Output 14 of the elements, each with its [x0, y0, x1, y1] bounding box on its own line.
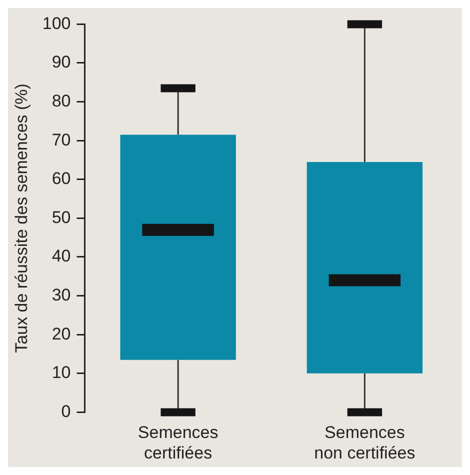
y-tick-label: 30 — [52, 285, 71, 304]
x-tick-label: Semences non certifiées — [314, 423, 416, 462]
y-tick-label: 40 — [52, 246, 71, 266]
y-tick-label: 10 — [52, 363, 71, 382]
y-tick-label: 20 — [52, 324, 71, 344]
x-tick-label: Semences certifiées — [138, 423, 218, 462]
y-tick-label: 100 — [42, 14, 71, 33]
y-tick-label: 60 — [52, 169, 71, 188]
y-axis-title: Taux de réussite des semences (%) — [12, 84, 31, 353]
y-tick-label: 70 — [52, 130, 71, 150]
y-tick-label: 50 — [52, 208, 71, 227]
y-tick-label: 80 — [52, 91, 71, 110]
y-tick-label: 90 — [52, 52, 71, 72]
y-tick-label: 0 — [61, 402, 71, 421]
